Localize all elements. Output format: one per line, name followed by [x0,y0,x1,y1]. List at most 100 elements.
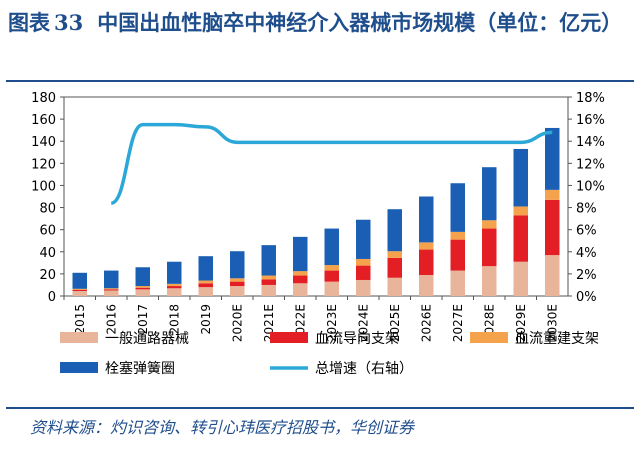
bar-segment [356,279,371,296]
bar-segment [261,284,276,296]
y2-tick-label: 8% [576,202,597,217]
x-tick-label: 2018 [167,304,181,335]
x-tick-label: 2027E [451,304,465,342]
x-tick-label: 2016 [104,304,118,335]
title-text: 中国出血性脑卒中神经介入器械市场规模（单位：亿元） [97,10,623,35]
bar-segment [513,261,528,296]
bar-segment [356,219,371,259]
title-label: 图表 [8,10,50,35]
bar-segment [387,251,402,258]
bars [72,127,560,296]
bar-segment [513,206,528,216]
bar-segment [387,257,402,278]
legend-swatch [60,362,98,373]
title-number: 33 [54,10,84,35]
x-tick-label: 2015 [73,304,87,335]
x-tick-label: 2019 [199,304,213,335]
bar-segment [104,270,119,289]
bar-segment [72,289,87,292]
bar-segment [324,281,339,296]
bar-segment [513,148,528,207]
bar-segment [356,265,371,280]
bar-segment [135,286,150,288]
bar-segment [72,272,87,289]
bar-segment [135,289,150,296]
y2-tick-label: 4% [576,246,597,261]
legend-swatch [60,332,98,343]
bar-segment [104,288,119,290]
legend-label: 一般通路器械 [105,331,189,347]
y-tick-label: 160 [31,113,56,128]
bar-segment [198,256,213,281]
bar-segment [419,242,434,250]
y2-tick-label: 12% [576,157,605,172]
bar-segment [387,209,402,252]
bar-segment [135,267,150,287]
y-tick-label: 0 [48,290,56,305]
y2-tick-label: 2% [576,268,597,283]
bar-segment [261,245,276,276]
bar-segment [230,286,245,296]
y-tick-label: 60 [39,224,56,239]
bar-segment [167,288,182,296]
bar-segment [167,283,182,287]
bar-segment [450,183,465,232]
y2-tick-label: 6% [576,224,597,239]
x-tick-label: 2023E [325,304,339,342]
y-tick-label: 120 [31,157,56,172]
growth-line-path [110,122,553,205]
y2-tick-label: 16% [576,113,605,128]
legend-label: 栓塞弹簧圈 [105,360,175,377]
bottom-rule [6,407,634,409]
y2-tick-label: 18% [576,91,605,106]
bar-segment [356,258,371,266]
y2-tick-label: 0% [576,290,597,305]
bar-segment [324,265,339,271]
y-tick-label: 80 [39,202,56,217]
bar-segment [387,277,402,296]
bar-segment [419,196,434,243]
bar-segment [419,274,434,296]
x-tick-label: 2025E [388,304,402,342]
bar-segment [230,281,245,287]
y-tick-label: 20 [39,268,56,283]
bar-segment [545,189,560,200]
source-note: 资料来源：灼识咨询、转引心玮医疗招股书，华创证券 [30,418,415,437]
legend-label: 血流重建支架 [515,331,599,347]
bar-segment [513,215,528,262]
legend-swatch [270,332,308,343]
bar-segment [167,286,182,289]
bar-segment [261,275,276,280]
legend-label: 总增速（右轴） [315,361,413,377]
bar-segment [482,266,497,296]
y-tick-label: 140 [31,135,56,150]
bar-segment [482,220,497,229]
legend-swatch [470,332,508,343]
y-tick-label: 40 [39,246,56,261]
bar-segment [324,228,339,266]
bar-segment [293,283,308,296]
bar-segment [482,228,497,267]
y-tick-label: 180 [31,91,56,106]
bar-segment [450,239,465,271]
chart-title: 图表 33 中国出血性脑卒中神经介入器械市场规模（单位：亿元） [8,4,632,42]
bar-segment [545,255,560,296]
legend-label: 血流导向支架 [315,331,399,347]
bar-segment [293,271,308,276]
bar-segment [230,278,245,282]
bar-segment [545,127,560,190]
bar-segment [104,290,119,296]
bar-segment [293,275,308,284]
bar-segment [198,283,213,288]
bar-segment [72,291,87,296]
top-rule [6,80,634,82]
bar-segment [198,280,213,284]
bar-segment [293,236,308,272]
bar-segment [324,270,339,282]
growth-line [110,122,553,205]
y2-tick-label: 14% [576,135,605,150]
bar-segment [261,279,276,285]
x-tick-label: 2024E [356,304,370,342]
